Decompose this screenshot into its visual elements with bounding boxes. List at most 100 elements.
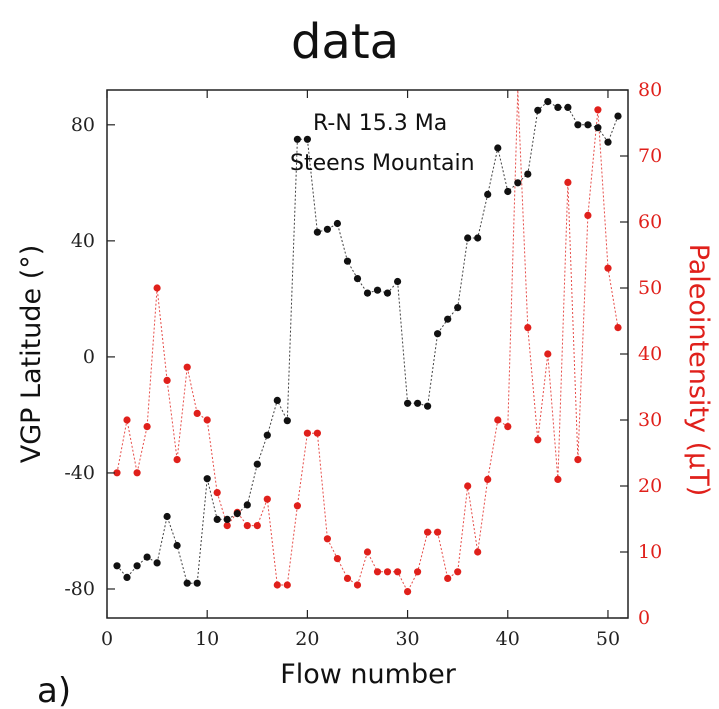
vgp-data-point: [213, 515, 221, 524]
bottom-tick-label: 10: [195, 628, 219, 650]
vgp-data-point: [233, 509, 241, 518]
vgp-data-point: [263, 431, 271, 439]
vgp-data-point: [283, 417, 291, 425]
bottom-tick-label: 0: [101, 628, 113, 650]
paleo-data-point: [253, 522, 261, 530]
vgp-data-point: [424, 402, 432, 410]
vgp-data-point: [153, 559, 161, 567]
paleo-data-point: [434, 528, 442, 536]
paleointensity-series-points: [113, 106, 622, 596]
vgp-data-point: [223, 515, 231, 524]
paleo-data-point: [223, 522, 231, 530]
paleo-data-point: [394, 568, 402, 576]
paleo-data-point: [454, 568, 462, 576]
paleo-data-point: [404, 588, 412, 596]
right-tick-label: 20: [638, 475, 662, 497]
vgp-data-point: [454, 304, 462, 312]
paleo-data-point: [133, 469, 141, 477]
vgp-data-point: [614, 112, 622, 120]
vgp-data-point: [313, 228, 321, 236]
vgp-data-point: [383, 289, 392, 297]
vgp-data-point: [604, 138, 612, 146]
paleo-data-point: [323, 535, 331, 543]
vgp-data-point: [373, 286, 382, 294]
bottom-tick-label: 30: [395, 628, 419, 650]
right-tick-label: 30: [638, 409, 662, 431]
vgp-data-point: [464, 234, 472, 242]
paleo-data-point: [614, 324, 622, 332]
paleo-data-point: [213, 489, 221, 497]
vgp-data-point: [163, 512, 171, 521]
paleo-data-point: [153, 284, 161, 292]
vgp-latitude-series-points: [113, 98, 622, 587]
paleo-data-point: [414, 568, 422, 576]
paleo-data-point: [373, 568, 382, 576]
paleo-data-point: [424, 528, 432, 536]
right-tick-label: 40: [638, 343, 662, 365]
vgp-data-point: [414, 399, 422, 407]
paleo-data-point: [163, 376, 171, 384]
paleo-data-point: [293, 502, 301, 510]
vgp-data-point: [293, 135, 301, 143]
right-tick-label: 0: [638, 607, 650, 629]
vgp-data-point: [534, 106, 542, 114]
right-tick-label: 80: [638, 79, 662, 101]
vgp-data-point: [494, 144, 502, 152]
right-tick-label: 70: [638, 145, 662, 167]
vgp-data-point: [143, 553, 151, 561]
paleo-data-point: [243, 522, 251, 530]
vgp-connector-line: [116, 100, 619, 584]
paleo-data-point: [464, 482, 472, 490]
vgp-data-point: [524, 170, 532, 178]
vgp-data-point: [363, 289, 372, 297]
x-axis-label: Flow number: [280, 659, 456, 690]
vgp-data-point: [113, 562, 121, 570]
annotation-line-2: Steens Mountain: [290, 151, 475, 176]
right-tick-label: 60: [638, 211, 662, 233]
paleo-data-point: [474, 548, 482, 556]
paleo-data-point: [333, 555, 341, 563]
vgp-data-point: [394, 277, 402, 286]
paleo-data-point: [564, 178, 572, 186]
vgp-data-point: [434, 330, 442, 338]
panel-label: a): [37, 671, 71, 709]
paleo-data-point: [444, 574, 452, 583]
left-tick-label: -40: [64, 462, 95, 484]
paleo-data-point: [343, 574, 352, 583]
paleo-data-point: [203, 416, 211, 424]
paleo-data-point: [263, 495, 271, 503]
paleo-data-point: [313, 429, 321, 437]
vgp-data-point: [353, 275, 362, 283]
paleo-data-point: [113, 469, 121, 477]
vgp-data-point: [183, 579, 191, 587]
vgp-data-point: [514, 179, 522, 187]
vgp-data-point: [564, 103, 572, 111]
left-tick-label: 80: [71, 114, 95, 136]
vgp-data-point: [173, 541, 181, 550]
y-right-axis-label: Paleointensity (μT): [683, 244, 714, 497]
vgp-data-point: [584, 121, 592, 129]
paleo-data-point: [574, 456, 582, 464]
vgp-data-point: [544, 98, 552, 106]
paleo-data-point: [524, 324, 532, 332]
left-axis-ticks: -80 -40 0 40 80: [64, 114, 115, 600]
chart-title: data: [291, 14, 399, 70]
vgp-data-point: [303, 135, 311, 143]
vgp-data-point: [404, 399, 412, 407]
vgp-data-point: [203, 475, 211, 483]
paleo-data-point: [193, 409, 201, 417]
paleo-data-point: [604, 264, 612, 272]
paleo-data-point: [554, 475, 562, 483]
vgp-data-point: [504, 187, 512, 196]
vgp-data-point: [554, 103, 562, 111]
vgp-data-point: [594, 124, 602, 132]
paleo-data-point: [303, 429, 311, 437]
left-tick-label: 40: [71, 230, 95, 252]
paleo-data-point: [363, 548, 372, 556]
vgp-data-point: [193, 579, 201, 587]
paleo-data-point: [283, 581, 291, 589]
left-tick-label: -80: [64, 578, 95, 600]
left-tick-label: 0: [83, 346, 95, 368]
vgp-data-point: [574, 121, 582, 129]
vgp-data-point: [123, 573, 131, 582]
